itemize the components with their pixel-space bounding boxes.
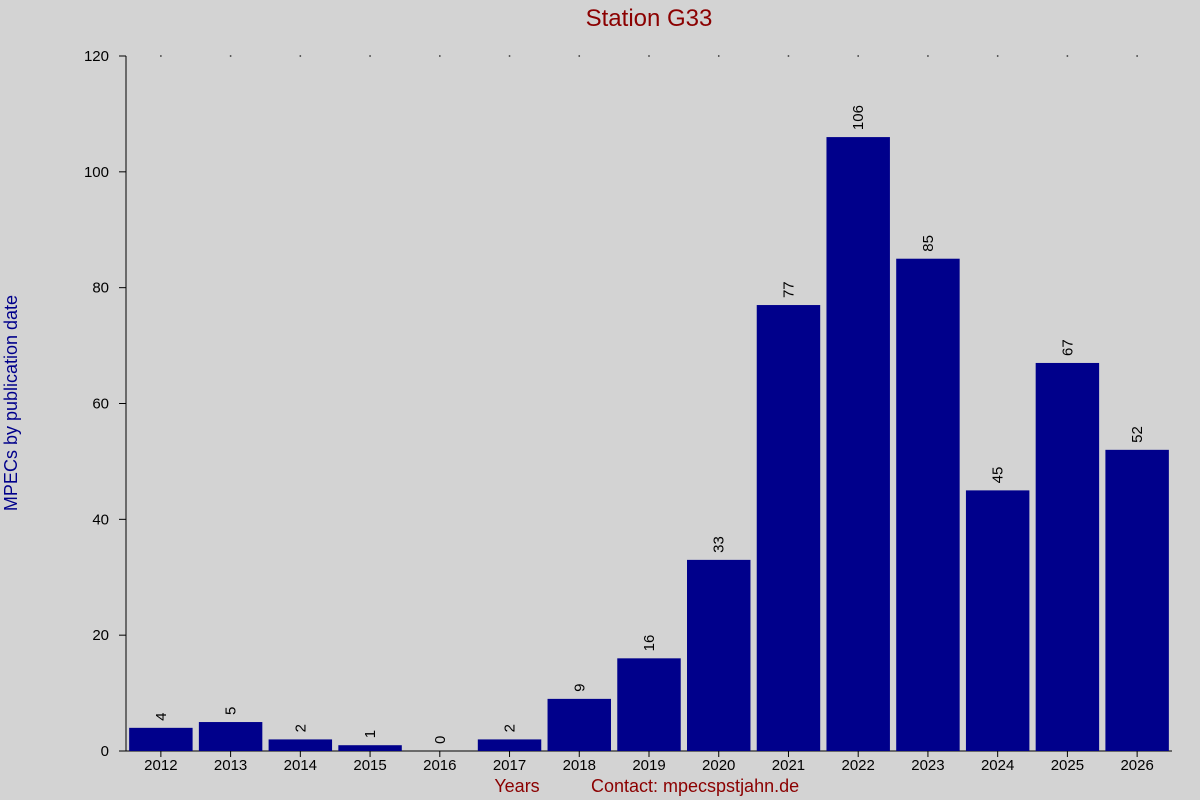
top-tick-dot	[1066, 55, 1069, 57]
top-tick-dot	[229, 55, 232, 57]
top-tick-dot	[1136, 55, 1138, 57]
x-tick-label: 2026	[1120, 757, 1153, 774]
top-tick-dot	[439, 55, 441, 57]
x-tick-label: 2025	[1051, 757, 1084, 774]
top-tick-dot	[508, 55, 511, 57]
x-tick-label: 2018	[563, 757, 596, 774]
data-label: 5	[223, 707, 240, 715]
top-tick-dot	[369, 55, 371, 57]
top-tick-dot	[787, 55, 790, 57]
top-tick-dot	[578, 55, 581, 57]
top-tick-dot	[648, 55, 650, 57]
bar	[547, 698, 611, 751]
bar	[477, 739, 542, 751]
y-tick-label: 40	[92, 511, 109, 528]
bar	[198, 722, 263, 751]
x-tick-label: 2022	[842, 757, 875, 774]
bar	[756, 305, 821, 751]
y-tick-label: 120	[84, 48, 109, 65]
top-tick-dot	[299, 55, 302, 57]
y-tick-label: 60	[92, 396, 109, 413]
y-tick-label: 100	[84, 164, 109, 181]
bar	[338, 745, 402, 751]
data-label: 2	[292, 724, 309, 732]
data-label: 45	[990, 467, 1007, 484]
x-tick-label: 2019	[632, 757, 665, 774]
bar	[617, 658, 681, 751]
top-tick-dot	[717, 55, 720, 57]
bar	[1035, 362, 1100, 751]
data-label: 85	[920, 235, 937, 252]
x-tick-label: 2024	[981, 757, 1014, 774]
data-label: 4	[153, 712, 170, 720]
x-tick-label: 2015	[353, 757, 386, 774]
data-label: 67	[1059, 339, 1076, 356]
data-label: 1	[362, 730, 379, 738]
data-label: 106	[850, 105, 867, 130]
data-label: 16	[641, 635, 658, 652]
x-tick-label: 2012	[144, 757, 177, 774]
bar	[129, 727, 193, 751]
bar	[1105, 449, 1169, 751]
plot-area: 0 20 40 60 80 100 120 2012 4 2013 5 2014 2 2015 1 2016 0…	[84, 48, 1172, 774]
y-axis-label: MPECs by publication date	[1, 295, 21, 511]
x-tick-label: 2016	[423, 757, 456, 774]
data-label: 2	[502, 724, 519, 732]
x-tick-label: 2013	[214, 757, 247, 774]
data-label: 77	[780, 281, 797, 298]
y-tick-label: 0	[101, 743, 109, 760]
y-tick-label: 80	[92, 280, 109, 297]
contact-note: Contact: mpecspstjahn.de	[591, 776, 799, 796]
top-tick-dot	[927, 55, 929, 57]
x-tick-label: 2020	[702, 757, 735, 774]
bar	[965, 490, 1030, 751]
x-tick-label: 2023	[911, 757, 944, 774]
y-tick-label: 20	[92, 627, 109, 644]
x-tick-label: 2017	[493, 757, 526, 774]
top-tick-dot	[160, 55, 162, 57]
data-label: 52	[1129, 426, 1146, 443]
data-label: 0	[432, 736, 449, 744]
bar	[687, 559, 751, 751]
data-label: 9	[571, 684, 588, 692]
top-tick-dot	[996, 55, 999, 57]
x-axis-label: Years	[494, 776, 539, 796]
bar	[268, 739, 333, 751]
x-tick-label: 2021	[772, 757, 805, 774]
bar	[896, 258, 960, 751]
chart-title: Station G33	[586, 5, 713, 32]
bar	[826, 137, 890, 752]
data-label: 33	[711, 536, 728, 553]
x-tick-label: 2014	[284, 757, 317, 774]
top-tick-dot	[857, 55, 859, 57]
